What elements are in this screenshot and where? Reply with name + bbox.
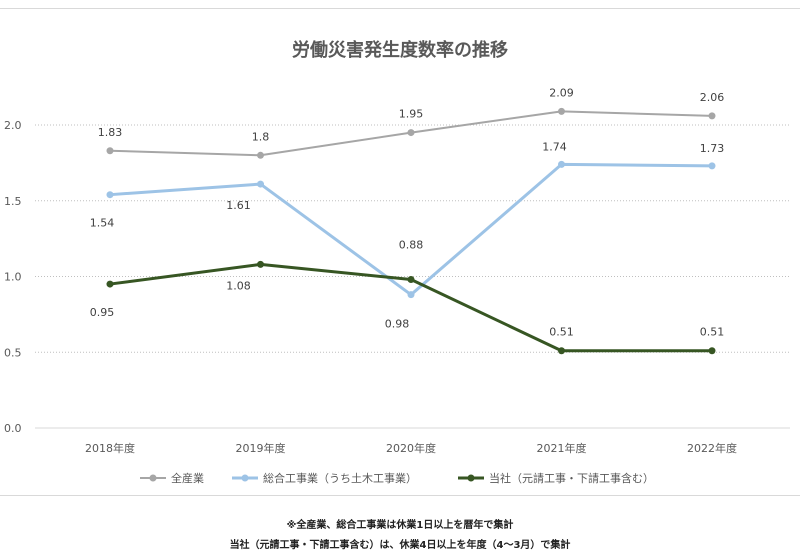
x-tick-label: 2021年度 [537,441,587,455]
y-tick-label: 1.5 [4,195,22,208]
chart-frame [0,8,800,496]
gridlines [35,124,790,429]
data-label: 0.98 [385,318,410,331]
data-labels-group: 1.83 1.8 1.95 2.09 2.06 1.54 1.61 0.88 1.74 1.73 0… [90,86,725,338]
y-tick-label: 1.0 [4,271,22,284]
data-label: 1.8 [252,130,270,143]
legend: 全産業 総合工事業（うち土木工事業） 当社（元請工事・下請工事含む） [140,471,654,485]
legend-marker [241,474,249,482]
data-point [407,129,415,137]
data-label: 1.83 [98,126,123,139]
data-point [407,276,415,284]
data-label: 1.95 [399,108,424,121]
data-label: 0.51 [549,326,574,339]
data-label: 0.88 [399,239,424,252]
data-point [407,291,415,299]
data-point [106,191,114,199]
data-point [558,107,565,115]
footnote-line-2: 当社（元請工事・下請工事含む）は、休業4日以上を年度（4～3月）で集計 [229,540,571,551]
x-tick-label: 2018年度 [85,441,135,455]
x-tick-label: 2020年度 [386,441,436,455]
data-point [708,112,716,120]
legend-marker [467,474,475,482]
data-label: 2.09 [549,86,574,99]
data-point [106,280,114,288]
data-label: 1.08 [226,279,251,292]
data-point [558,160,565,168]
data-label: 1.74 [542,140,567,153]
line-chart: 労働災害発生度数率の推移 0.0 0.5 1.0 1.5 2.0 2018年度 2019年… [4,39,790,485]
data-label: 1.61 [226,199,251,212]
y-axis-ticks: 0.0 0.5 1.0 1.5 2.0 [4,119,22,435]
legend-entry: 当社（元請工事・下請工事含む） [489,471,654,485]
y-tick-label: 0.5 [4,346,22,359]
x-tick-label: 2019年度 [236,441,286,455]
data-point [708,347,716,355]
footnote-line-1: ※全産業、総合工事業は休業1日以上を暦年で集計 [286,520,514,531]
data-point [257,151,264,159]
data-point [708,162,716,170]
data-point [257,260,264,268]
data-label: 0.95 [90,306,115,319]
legend-entry: 全産業 [171,471,204,485]
legend-entry: 総合工事業（うち土木工事業） [263,471,417,485]
y-tick-label: 0.0 [4,422,22,435]
series-line-2 [109,162,713,297]
x-tick-label: 2022年度 [687,441,737,455]
data-label: 2.06 [700,91,725,104]
x-axis-ticks: 2018年度 2019年度 2020年度 2021年度 2022年度 [85,441,737,455]
legend-marker [149,474,157,482]
data-label: 1.54 [90,217,115,230]
data-label: 0.51 [700,326,725,339]
footnotes: ※全産業、総合工事業は休業1日以上を暦年で集計 当社（元請工事・下請工事含む）は… [0,516,800,556]
data-point [257,180,264,188]
y-tick-label: 2.0 [4,119,22,132]
chart-title: 労働災害発生度数率の推移 [292,39,508,61]
data-point [106,147,114,155]
series-group [106,107,716,355]
data-point [558,347,565,355]
data-label: 1.73 [700,142,725,155]
